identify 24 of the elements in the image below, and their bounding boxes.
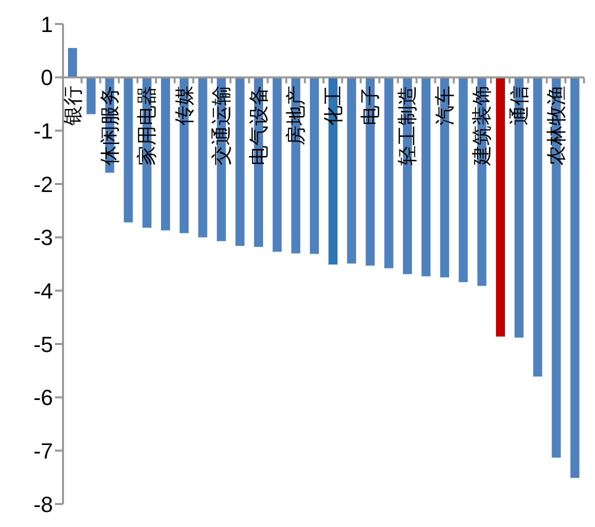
x-tick-label: 交通运输 — [209, 85, 234, 166]
x-tick-label: 建筑装饰 — [470, 85, 494, 166]
y-tick-label: -8 — [33, 492, 53, 517]
x-tick-label: 房地产 — [284, 85, 308, 146]
x-tick-label: 通信 — [506, 85, 531, 126]
x-tick-label: 银行 — [60, 85, 84, 126]
y-tick-label: -1 — [33, 118, 53, 144]
y-tick-label: -7 — [33, 438, 53, 464]
y-tick-label: -2 — [33, 172, 53, 197]
x-tick-label: 传媒 — [172, 85, 196, 126]
x-tick-label: 汽车 — [432, 85, 456, 126]
x-tick-label: 电气设备 — [246, 85, 270, 166]
x-tick-label: 轻工制造 — [395, 85, 420, 166]
x-tick-label: 电子 — [358, 85, 382, 126]
x-tick-label: 化工 — [320, 85, 345, 126]
y-tick-label: -6 — [33, 385, 53, 410]
x-tick-label: 休闲服务 — [98, 85, 122, 166]
y-tick-label: -5 — [33, 332, 53, 357]
y-tick-label: 1 — [40, 12, 53, 37]
y-tick-label: -3 — [33, 225, 53, 250]
x-tick-label: 农林牧渔 — [544, 85, 568, 166]
x-tick-label: 家用电器 — [134, 85, 159, 166]
y-tick-label: -4 — [33, 278, 53, 304]
y-tick-label: 0 — [40, 65, 53, 90]
